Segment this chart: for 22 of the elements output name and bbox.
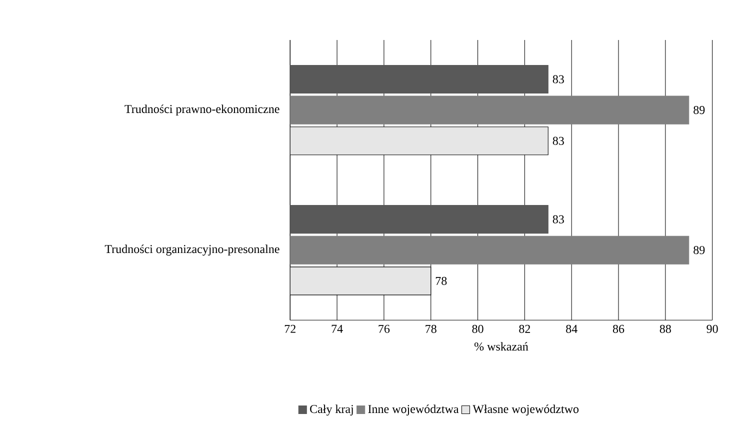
x-tick-label: 72 <box>284 324 296 333</box>
legend-label: Cały kraj <box>310 404 353 416</box>
x-tick-label: 88 <box>660 324 671 333</box>
x-tick-label: 90 <box>706 324 718 333</box>
legend-label: Inne województwa <box>368 404 459 416</box>
x-tick-label: 86 <box>612 324 624 333</box>
x-axis-title: % wskazań <box>474 342 528 351</box>
x-tick-label: 76 <box>378 324 390 333</box>
y-tick-label: Trudności organizacyjno-presonalne <box>104 244 280 256</box>
x-tick-label: 84 <box>566 324 578 333</box>
data-label: 89 <box>694 246 705 254</box>
data-label: 78 <box>436 276 447 285</box>
y-tick-label: Trudności prawno-ekonomiczne <box>124 104 280 116</box>
data-label: 89 <box>694 106 705 114</box>
x-tick-label: 82 <box>519 324 530 333</box>
x-tick-label: 78 <box>426 324 436 333</box>
legend-label: Własne województwo <box>472 404 579 416</box>
data-label: 83 <box>552 75 564 84</box>
data-label: 83 <box>552 215 564 224</box>
data-label: 83 <box>552 136 564 145</box>
x-tick-label: 74 <box>332 324 343 333</box>
x-tick-label: 80 <box>472 324 484 333</box>
